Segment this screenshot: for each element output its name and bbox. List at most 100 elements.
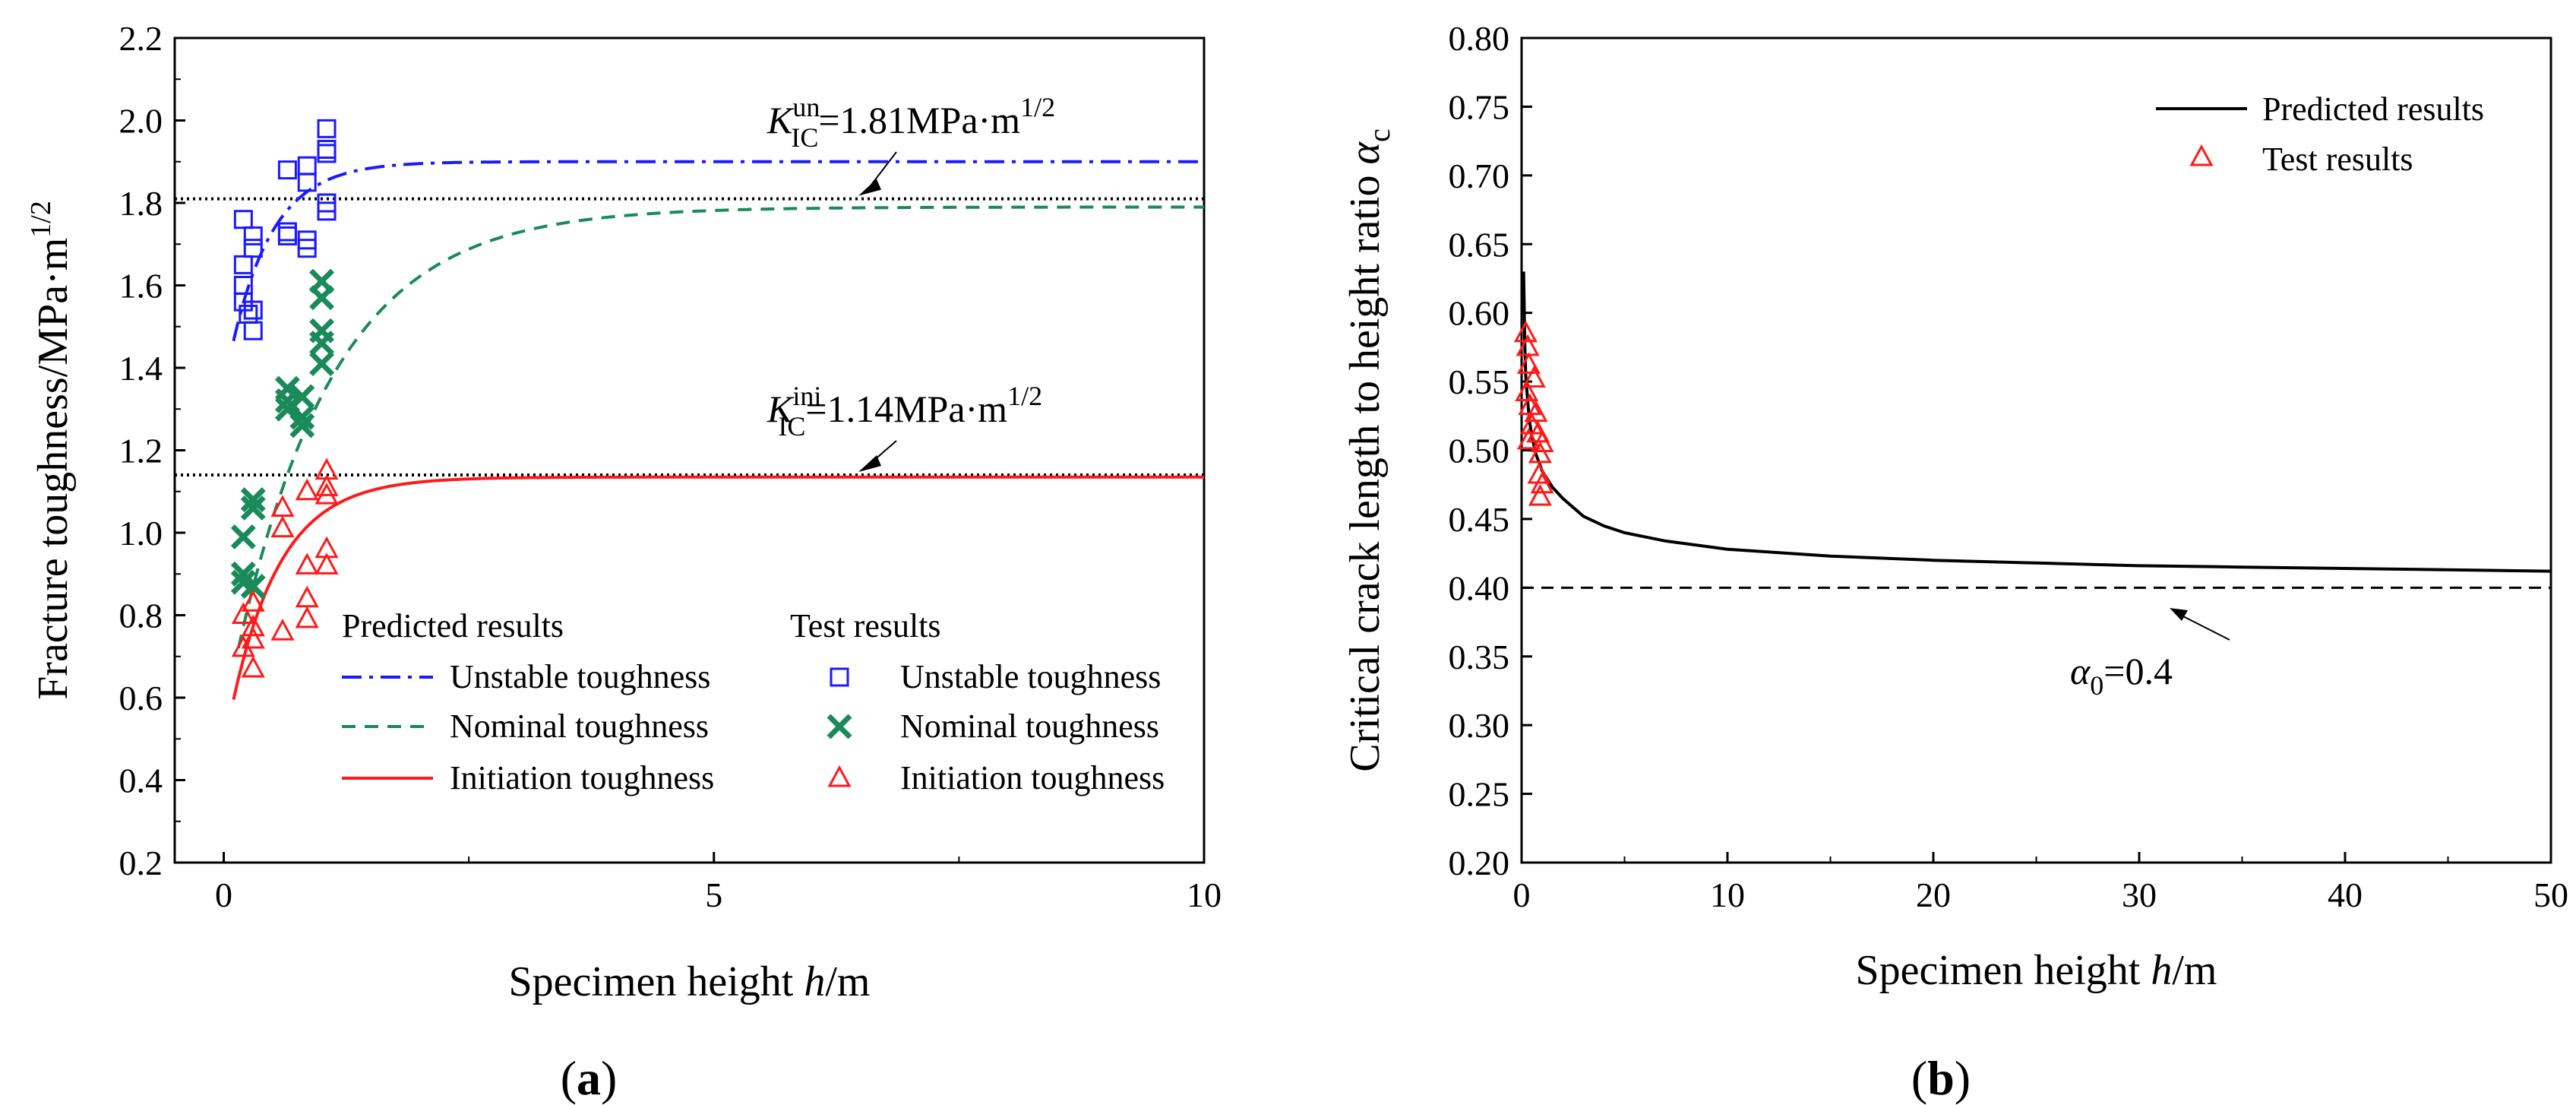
test-series-a-2: [231, 458, 339, 678]
test-point-a: [240, 487, 266, 513]
test-point-a: [233, 210, 253, 230]
legend-predicted-label-a-2: Initiation toughness: [450, 759, 714, 796]
legend-predicted-label-a-0: Unstable toughness: [450, 658, 710, 695]
legend-predicted-label-a-1: Nominal toughness: [450, 708, 709, 745]
x-tick-label-b: 40: [2328, 875, 2363, 914]
predicted-curve-a-2: [232, 475, 1204, 701]
test-point-b: [1528, 483, 1552, 506]
test-point-a: [270, 515, 295, 538]
y-tick-label-a: 0.6: [119, 679, 163, 717]
legend-a: Predicted results Test results Unstable to…: [342, 607, 1165, 796]
test-point-a: [243, 321, 263, 340]
reference-arrowhead-a-0: [858, 179, 881, 196]
y-tick-label-b: 0.65: [1449, 225, 1510, 264]
x-axis-title-a: Specimen height h/m: [509, 958, 871, 1005]
test-point-a: [241, 655, 265, 678]
test-point-b: [1530, 430, 1554, 452]
test-point-a: [241, 614, 265, 637]
y-tick-label-a: 1.2: [119, 432, 163, 470]
test-point-a: [295, 606, 319, 628]
test-point-a: [314, 552, 339, 575]
y-axis-title-a: Fracture toughness/MPa·m1/2: [25, 201, 77, 700]
y-tick-label-a: 1.4: [119, 349, 163, 388]
y-tick-label-b: 0.80: [1449, 19, 1510, 58]
test-point-a: [240, 574, 266, 599]
y-tick-label-b: 0.45: [1449, 500, 1510, 539]
legend-b: Predicted results Test results: [2156, 90, 2484, 178]
test-point-a: [289, 404, 315, 430]
test-point-a: [277, 226, 297, 245]
test-point-a: [309, 330, 335, 356]
x-tick-label-a: 0: [215, 875, 232, 914]
legend-test-label-a-0: Unstable toughness: [900, 658, 1161, 695]
test-point-a: [241, 626, 265, 649]
y-tick-label-b: 0.25: [1449, 775, 1510, 814]
y-tick-label-b: 0.70: [1449, 157, 1510, 195]
x-axis-title-b: Specimen height h/m: [1856, 947, 2217, 994]
legend-test-label-a-1: Nominal toughness: [900, 708, 1159, 745]
y-tick-label-a: 2.2: [119, 19, 163, 58]
test-point-a: [297, 173, 317, 192]
test-point-b: [1516, 352, 1541, 374]
y-tick-label-a: 0.8: [119, 597, 163, 635]
x-tick-label-a: 10: [1187, 875, 1222, 914]
legend-marker-a-2: [827, 765, 852, 787]
test-series-a-1: [230, 268, 335, 599]
test-point-b: [1528, 441, 1552, 464]
test-series-a-0: [233, 119, 337, 340]
legend-marker-a-1-b: [827, 714, 852, 739]
x-tick-label-b: 20: [1916, 875, 1951, 914]
y-tick-label-a: 2.0: [119, 102, 163, 141]
y-tick-label-b: 0.60: [1449, 294, 1510, 333]
y-axis-title-b: Critical crack length to height ratio αc: [1342, 128, 1396, 771]
test-point-a: [230, 524, 256, 549]
reference-label-a-1: Kini IC=1.14MPa·m1/2: [766, 381, 1042, 442]
panel-label-b: (b): [1911, 1051, 1971, 1105]
test-point-a: [277, 222, 297, 242]
test-point-b: [1527, 461, 1551, 484]
test-point-a-b: [240, 495, 266, 521]
test-point-a-b: [289, 413, 315, 439]
reference-arrowhead-a-1: [858, 455, 881, 473]
y-tick-label-a: 1.0: [119, 514, 163, 552]
legend-test-title-a: Test results: [790, 607, 941, 644]
test-point-a: [243, 226, 263, 245]
test-point-a: [243, 300, 263, 320]
reference-arrowhead-b: [2170, 608, 2188, 621]
y-tick-label-b: 0.55: [1449, 363, 1510, 401]
test-point-a: [317, 201, 337, 221]
x-tick-label-b: 30: [2122, 875, 2157, 914]
test-point-b: [1516, 427, 1541, 450]
y-tick-label-a: 1.6: [119, 267, 163, 306]
test-point-a: [309, 351, 335, 377]
test-point-a-b: [289, 404, 315, 430]
panel-b: 0.20 0.25 0.30 0.35 0.40 0.45 0.50 0.55 0.60 0.65…: [1342, 19, 2568, 1105]
test-point-a: [231, 602, 255, 624]
test-point-a: [295, 552, 319, 575]
reference-label-a-0: Kun IC=1.81MPa·m1/2: [766, 92, 1055, 153]
test-point-a: [309, 285, 335, 311]
test-point-b: [1522, 366, 1546, 388]
test-point-a-b: [309, 351, 335, 377]
test-point-a: [297, 239, 317, 258]
test-point-a-b: [240, 574, 266, 599]
legend-test-label-a-2: Initiation toughness: [900, 759, 1165, 796]
test-point-a-b: [230, 569, 256, 595]
test-point-a-b: [309, 330, 335, 356]
test-point-a-b: [240, 487, 266, 513]
legend-label-b-0: Predicted results: [2262, 90, 2484, 128]
reference-label-b: α0=0.4: [2070, 650, 2173, 701]
test-point-a: [289, 384, 315, 410]
legend-marker-a-1: [827, 714, 852, 739]
test-point-a: [289, 413, 315, 439]
test-series-b: [1513, 320, 1554, 506]
test-point-a: [239, 304, 258, 324]
test-point-a: [317, 119, 337, 138]
test-point-a: [297, 156, 317, 176]
y-tick-label-b: 0.75: [1449, 87, 1510, 126]
panel-a: 0.2 0.4 0.6 0.8 1.0 1.2 1.4 1.6 1.8 2.0 2.2 0 5 10 Spe…: [25, 19, 1222, 1105]
y-tick-label-a: 0.4: [119, 761, 163, 800]
test-point-a: [295, 478, 319, 501]
test-point-a-b: [274, 388, 300, 413]
